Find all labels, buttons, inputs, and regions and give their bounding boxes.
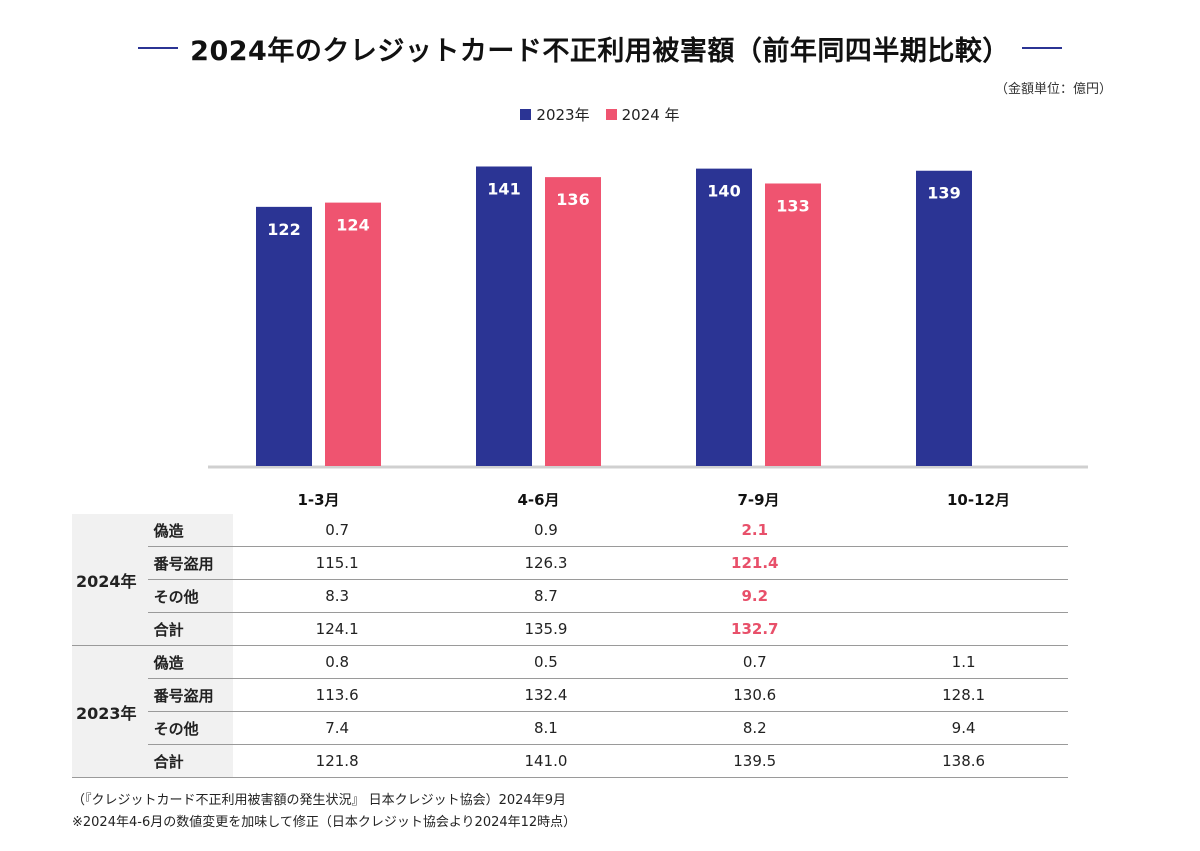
legend-item-2023: 2023年	[520, 104, 590, 125]
table-cell: 1.1	[859, 645, 1068, 679]
table-cell: 121.8	[232, 744, 442, 778]
bar-2024-1	[545, 177, 601, 466]
breakdown-table: 2024年 偽造 0.7 0.9 2.1 番号盗用 115.1 126.3 121.4 その他 8.…	[72, 514, 1068, 778]
bar-value-label: 136	[556, 190, 589, 209]
table-cell: 8.3	[232, 579, 442, 613]
table-row: 番号盗用 115.1 126.3 121.4	[72, 546, 1068, 580]
table-cell	[859, 514, 1068, 547]
table-row: 2023年 偽造 0.8 0.5 0.7 1.1	[72, 645, 1068, 778]
table-cell: 138.6	[859, 744, 1068, 778]
category-label: 10-12月	[947, 491, 1010, 509]
bar-value-label: 133	[776, 196, 809, 215]
bar-value-label: 124	[336, 216, 369, 235]
table-cell: 135.9	[441, 612, 651, 646]
year-group-label: 2024年	[72, 514, 148, 646]
category-label: 4-6月	[517, 491, 559, 509]
category-label: 1-3月	[297, 491, 339, 509]
source-line: （『クレジットカード不正利用被害額の発生状況』 日本クレジット協会）2024年9…	[72, 793, 566, 808]
bar-2024-0	[325, 202, 381, 466]
year-group-label: 2023年	[72, 645, 148, 778]
bar-2023-1	[476, 166, 532, 466]
table-cell	[859, 612, 1068, 646]
table-cell: 132.7	[650, 612, 860, 646]
unit-note: （金額単位：億円）	[994, 82, 1112, 97]
bar-chart: 122 124 1-3月 141 136 4-6月 140 133 7-9月 139 10-12月	[208, 166, 1088, 509]
row-category-label: 偽造	[147, 645, 233, 679]
bar-2023-3	[916, 170, 972, 467]
table-cell: 113.6	[232, 678, 442, 712]
legend-swatch-2023	[520, 109, 532, 120]
title-left-rule	[138, 47, 179, 49]
table-cell: 8.7	[441, 579, 651, 613]
table-row: 合計 121.8 141.0 139.5 138.6	[72, 744, 1068, 778]
table-cell: 0.7	[232, 514, 442, 547]
table-cell: 0.7	[650, 645, 860, 679]
source-notes: （『クレジットカード不正利用被害額の発生状況』 日本クレジット協会）2024年9…	[72, 790, 576, 834]
table-cell: 0.9	[441, 514, 651, 547]
table-cell: 139.5	[650, 744, 860, 778]
chart-title-row: 2024年のクレジットカード不正利用被害額（前年同四半期比較）	[0, 28, 1200, 68]
row-category-label: その他	[147, 711, 233, 745]
bar-value-label: 139	[927, 184, 960, 203]
bar-value-label: 141	[487, 179, 520, 198]
table-row: 番号盗用 113.6 132.4 130.6 128.1	[72, 678, 1068, 712]
title-right-rule	[1021, 47, 1062, 49]
table-cell	[859, 546, 1068, 580]
table-cell: 132.4	[441, 678, 651, 712]
table-row: 2024年 偽造 0.7 0.9 2.1	[72, 514, 1068, 646]
table-cell: 0.5	[441, 645, 651, 679]
table-cell: 9.4	[859, 711, 1068, 745]
bar-value-label: 122	[267, 220, 300, 239]
row-category-label: その他	[147, 579, 233, 613]
table-cell	[859, 579, 1068, 613]
table-cell: 8.1	[441, 711, 651, 745]
table-cell: 130.6	[650, 678, 860, 712]
table-cell: 0.8	[232, 645, 442, 679]
table-cell: 126.3	[441, 546, 651, 580]
category-label: 7-9月	[737, 491, 779, 509]
legend-item-2024: 2024 年	[605, 104, 680, 125]
bar-value-label: 140	[707, 182, 740, 201]
row-category-label: 合計	[147, 612, 233, 646]
legend-label-2024: 2024 年	[621, 106, 680, 124]
table-cell: 7.4	[232, 711, 442, 745]
table-cell: 9.2	[650, 579, 860, 613]
table-cell: 124.1	[232, 612, 442, 646]
bar-2023-2	[696, 168, 752, 466]
legend-swatch-2024	[605, 109, 617, 120]
table-row: その他 7.4 8.1 8.2 9.4	[72, 711, 1068, 745]
table-cell: 128.1	[859, 678, 1068, 712]
table-row: 合計 124.1 135.9 132.7	[72, 612, 1068, 646]
table-cell: 2.1	[650, 514, 860, 547]
table-cell: 115.1	[232, 546, 442, 580]
legend-label-2023: 2023年	[536, 106, 590, 124]
table-cell: 8.2	[650, 711, 860, 745]
table-row: その他 8.3 8.7 9.2	[72, 579, 1068, 613]
row-category-label: 番号盗用	[147, 546, 233, 580]
row-category-label: 偽造	[147, 514, 233, 547]
footnote-line: ※2024年4-6月の数値変更を加味して修正（日本クレジット協会より2024年1…	[72, 815, 577, 830]
table-cell: 141.0	[441, 744, 651, 778]
row-category-label: 番号盗用	[147, 678, 233, 712]
chart-title: 2024年のクレジットカード不正利用被害額（前年同四半期比較）	[190, 35, 1010, 67]
row-category-label: 合計	[147, 744, 233, 778]
bar-2023-0	[256, 206, 312, 467]
table-cell: 121.4	[650, 546, 860, 580]
chart-legend: 2023年 2024 年	[0, 104, 1200, 125]
bar-2024-2	[765, 183, 821, 466]
